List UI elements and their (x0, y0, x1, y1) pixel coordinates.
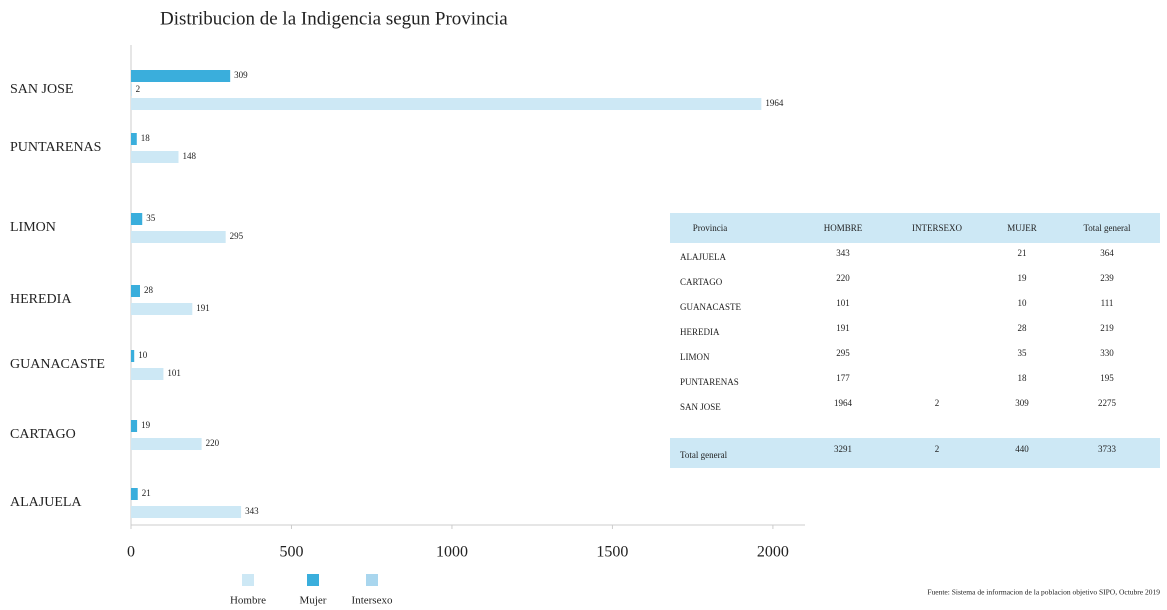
table-cell: 2 (935, 398, 940, 408)
table-total: 440 (1015, 444, 1029, 454)
y-tick-label: CARTAGO (10, 427, 76, 442)
table-cell: 21 (1018, 248, 1027, 258)
table-total: 2 (935, 444, 940, 454)
table-header-bg (670, 213, 1160, 243)
value-label: 220 (206, 438, 220, 448)
table-cell: PUNTARENAS (680, 377, 739, 387)
table-total: Total general (680, 450, 728, 460)
chart-title: Distribucion de la Indigencia segun Prov… (160, 8, 508, 29)
bar (131, 285, 140, 297)
table-cell: 295 (836, 348, 850, 358)
table-header: HOMBRE (824, 223, 863, 233)
x-tick-label: 1000 (436, 544, 468, 561)
value-label: 28 (144, 285, 154, 295)
x-tick-label: 0 (127, 544, 135, 561)
table-cell: 35 (1018, 348, 1028, 358)
value-label: 18 (141, 133, 151, 143)
legend-label: Hombre (230, 595, 266, 607)
table-cell: 2275 (1098, 398, 1117, 408)
bar (131, 151, 179, 163)
y-tick-label: HEREDIA (10, 292, 72, 307)
bar (131, 70, 231, 82)
table-cell: 1964 (834, 398, 853, 408)
value-label: 148 (183, 151, 197, 161)
table-header: Total general (1083, 223, 1131, 233)
bar (131, 420, 138, 432)
y-tick-label: PUNTARENAS (10, 140, 101, 155)
value-label: 2 (136, 84, 141, 94)
legend-label: Intersexo (352, 595, 393, 607)
value-label: 10 (138, 350, 148, 360)
table-header: Provincia (693, 223, 728, 233)
table-cell: 18 (1018, 373, 1028, 383)
legend-swatch (242, 574, 254, 586)
table-cell: 330 (1100, 348, 1114, 358)
table-cell: 309 (1015, 398, 1029, 408)
bar (131, 506, 242, 518)
table-cell: 191 (836, 323, 850, 333)
y-tick-label: ALAJUELA (10, 495, 82, 510)
y-tick-label: SAN JOSE (10, 82, 73, 97)
bar (131, 438, 202, 450)
table-cell: 364 (1100, 248, 1114, 258)
table-header: INTERSEXO (912, 223, 962, 233)
value-label: 343 (245, 506, 259, 516)
table-total-bg (670, 438, 1160, 468)
value-label: 101 (167, 368, 181, 378)
value-label: 21 (142, 488, 151, 498)
bar (131, 350, 135, 362)
value-label: 35 (146, 213, 156, 223)
legend-label: Mujer (300, 595, 327, 607)
value-label: 19 (141, 420, 151, 430)
bar (131, 303, 193, 315)
table-cell: 10 (1018, 298, 1028, 308)
value-label: 295 (230, 231, 244, 241)
bar (131, 368, 164, 380)
table-cell: 177 (836, 373, 850, 383)
legend-swatch (366, 574, 378, 586)
y-tick-label: GUANACASTE (10, 357, 105, 372)
table-header: MUJER (1007, 223, 1037, 233)
table-cell: HEREDIA (680, 327, 720, 337)
table-cell: 220 (836, 273, 850, 283)
bar (131, 488, 138, 500)
value-label: 309 (234, 70, 248, 80)
bar (131, 84, 132, 96)
y-tick-label: LIMON (10, 220, 56, 235)
value-label: 1964 (765, 98, 784, 108)
table-cell: 195 (1100, 373, 1114, 383)
table-cell: GUANACASTE (680, 302, 742, 312)
table-cell: SAN JOSE (680, 402, 721, 412)
bar (131, 213, 143, 225)
legend-swatch (307, 574, 319, 586)
x-tick-label: 2000 (757, 544, 789, 561)
x-tick-label: 500 (279, 544, 303, 561)
table-cell: ALAJUELA (680, 252, 726, 262)
table-total: 3733 (1098, 444, 1117, 454)
table-cell: CARTAGO (680, 277, 723, 287)
table-cell: 343 (836, 248, 850, 258)
value-label: 191 (196, 303, 210, 313)
table-cell: 239 (1100, 273, 1114, 283)
table-cell: LIMON (680, 352, 710, 362)
table-cell: 19 (1018, 273, 1028, 283)
table-total: 3291 (834, 444, 852, 454)
table-cell: 28 (1018, 323, 1028, 333)
table-cell: 101 (836, 298, 850, 308)
bar (131, 98, 762, 110)
bar (131, 133, 137, 145)
x-tick-label: 1500 (596, 544, 628, 561)
table-cell: 111 (1101, 298, 1114, 308)
source-note: Fuente: Sistema de informacion de la pob… (927, 588, 1160, 597)
table-cell: 219 (1100, 323, 1114, 333)
bar (131, 231, 226, 243)
